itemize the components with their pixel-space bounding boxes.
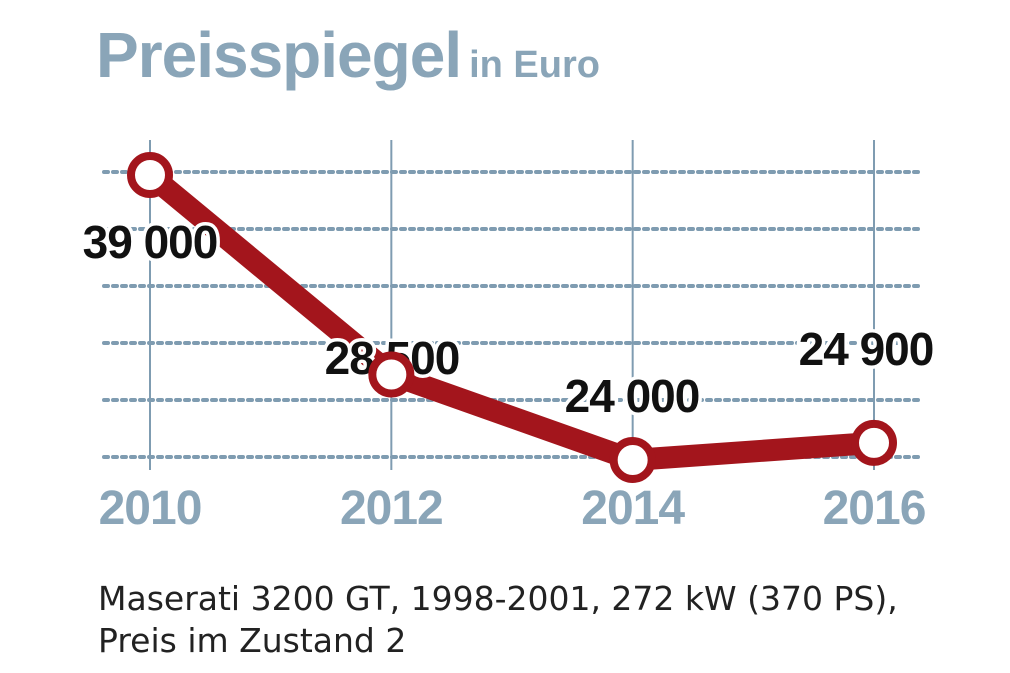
series-line bbox=[142, 166, 875, 471]
data-label-2016: 24 900 bbox=[799, 323, 934, 375]
data-label-2010: 39 000 bbox=[83, 216, 218, 268]
chart-title: Preisspiegel bbox=[96, 19, 462, 91]
chart-caption: Maserati 3200 GT, 1998-2001, 272 kW (370… bbox=[98, 578, 898, 662]
x-tick-label-2014: 2014 bbox=[581, 482, 685, 535]
chart-title-block: Preisspiegel in Euro bbox=[96, 18, 600, 92]
x-tick-label-2010: 2010 bbox=[99, 482, 202, 535]
x-tick-label-2012: 2012 bbox=[340, 482, 443, 535]
caption-line-1: Maserati 3200 GT, 1998-2001, 272 kW (370… bbox=[98, 579, 898, 618]
data-point-2012 bbox=[368, 351, 415, 398]
data-label-2014: 24 000 bbox=[565, 370, 700, 422]
x-tick-label-2016: 2016 bbox=[823, 482, 926, 535]
data-point-2010 bbox=[127, 152, 173, 198]
data-point-2016 bbox=[851, 419, 897, 466]
caption-line-2: Preis im Zustand 2 bbox=[98, 621, 407, 660]
chart-subtitle: in Euro bbox=[469, 44, 600, 86]
data-point-2014 bbox=[609, 437, 656, 483]
